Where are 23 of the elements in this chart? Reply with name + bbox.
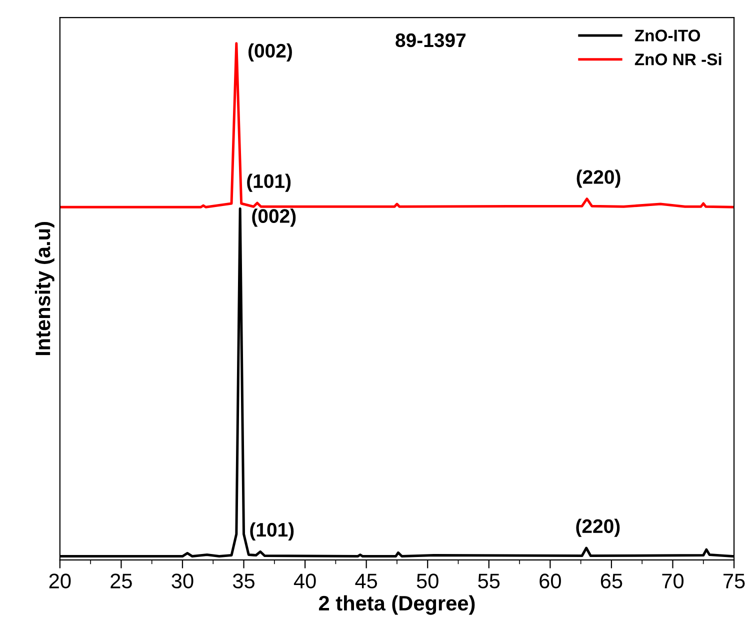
x-tick-label: 50: [416, 574, 438, 588]
x-tick-label: 70: [662, 574, 684, 588]
x-tick-label: 20: [49, 574, 71, 588]
annotation: (220): [576, 518, 620, 537]
x-tick-label: 65: [600, 574, 622, 588]
x-tick-label: 55: [478, 574, 500, 588]
y-axis-title: Intensity (a.u): [34, 222, 54, 356]
x-tick-label: 25: [110, 574, 132, 588]
x-tick-label: 75: [724, 574, 745, 588]
annotation: (101): [250, 522, 294, 541]
x-tick-label: 35: [232, 574, 254, 588]
annotation: (002): [248, 43, 292, 62]
x-tick-label: 40: [294, 574, 316, 588]
x-tick-label: 30: [172, 574, 194, 588]
x-axis-title: 2 theta (Degree): [318, 595, 475, 615]
x-tick-label: 60: [540, 574, 561, 588]
annotation: (101): [247, 174, 291, 192]
annotation: (002): [252, 208, 296, 227]
annotation: (220): [576, 170, 620, 188]
legend-label: ZnO NR -Si: [634, 53, 722, 66]
legend-label: ZnO-ITO: [634, 30, 700, 42]
annotation: 89-1397: [396, 33, 466, 48]
x-tick-label: 45: [355, 574, 378, 588]
